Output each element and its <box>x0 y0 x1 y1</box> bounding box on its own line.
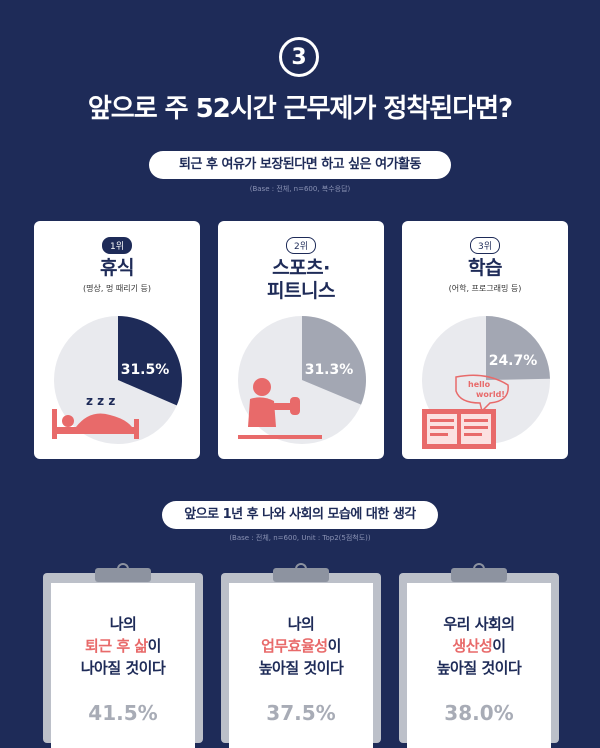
pie-slice-rest <box>118 316 183 406</box>
percent-value: 37.5% <box>266 701 336 725</box>
statement-particle: 이 <box>327 637 342 655</box>
pie-label-study: 24.7% <box>489 353 538 369</box>
zzz-text: z z z <box>86 394 115 408</box>
rank-badge: 1위 <box>101 237 133 254</box>
pie-slice-sports <box>302 316 367 405</box>
activity-subtitle: (어학, 프로그래밍 등) <box>448 284 522 293</box>
section2-base-note: (Base : 전체, n=600, Unit : Top2(5점척도)) <box>229 534 371 542</box>
statement-line3: 나아질 것이다 <box>80 659 166 677</box>
statement: 나의 퇴근 후 삶이 나아질 것이다 <box>51 613 195 679</box>
activity-name: 스포츠· 피트니스 <box>218 257 384 303</box>
statement-highlight: 업무효율성 <box>261 637 328 655</box>
section2-heading: 앞으로 1년 후 나와 사회의 모습에 대한 생각 <box>162 501 438 529</box>
statement-line3: 높아질 것이다 <box>258 659 344 677</box>
pie-slice-study <box>486 316 550 380</box>
activity-name-line1: 스포츠· <box>272 257 330 279</box>
clipboard-clip-icon <box>273 563 329 582</box>
activity-name: 학습 <box>468 257 502 279</box>
dumbbell-workout-icon <box>238 378 322 439</box>
pie-label-rest: 31.5% <box>121 362 170 378</box>
percent-value: 38.0% <box>444 701 514 725</box>
clipboard-card-afterwork: 나의 퇴근 후 삶이 나아질 것이다 41.5% <box>43 563 203 748</box>
bubble-text-world: world! <box>476 390 505 399</box>
statement: 나의 업무효율성이 높아질 것이다 <box>229 613 373 679</box>
clipboard-clip-icon <box>451 563 507 582</box>
clipboard-paper: 나의 업무효율성이 높아질 것이다 37.5% <box>229 583 373 748</box>
book-hello-world-icon: hello world! <box>422 374 509 449</box>
activity-subtitle: (명상, 멍 때리기 등) <box>83 284 151 293</box>
statement: 우리 사회의 생산성이 높아질 것이다 <box>407 613 551 679</box>
bed-sleep-icon: z z z <box>52 394 139 439</box>
statement-particle: 이 <box>492 637 506 655</box>
clipboard-card-productivity: 우리 사회의 생산성이 높아질 것이다 38.0% <box>399 563 559 748</box>
statement-line1: 나의 <box>109 615 137 633</box>
leisure-card-rest: 1위 휴식 (명상, 멍 때리기 등) 31.5% z z z <box>34 221 200 459</box>
clipboard-clip-icon <box>95 563 151 582</box>
section-number-badge: 3 <box>279 37 319 77</box>
clipboard-paper: 나의 퇴근 후 삶이 나아질 것이다 41.5% <box>51 583 195 748</box>
statement-line3: 높아질 것이다 <box>436 659 522 677</box>
statement-line2: 업무효율성이 <box>229 635 373 657</box>
pie-chart-rest: 31.5% <box>54 316 183 444</box>
section1-base-note: (Base : 전체, n=600, 복수응답) <box>249 185 351 193</box>
section-number: 3 <box>291 44 307 70</box>
statement-line1: 우리 사회의 <box>443 615 515 633</box>
statement-line2: 생산성이 <box>407 635 551 657</box>
statement-line1: 나의 <box>287 615 315 633</box>
bubble-text-hello: hello <box>468 380 491 389</box>
percent-value: 41.5% <box>88 701 158 725</box>
activity-name-line2: 피트니스 <box>267 280 335 302</box>
clipboard-card-efficiency: 나의 업무효율성이 높아질 것이다 37.5% <box>221 563 381 748</box>
statement-highlight: 생산성 <box>452 637 493 655</box>
leisure-card-study: 3위 학습 (어학, 프로그래밍 등) 24.7% hello world! <box>402 221 568 459</box>
page-title: 앞으로 주 52시간 근무제가 정착된다면? <box>87 94 513 124</box>
statement-line2: 퇴근 후 삶이 <box>51 635 195 657</box>
rank-badge: 2위 <box>285 237 317 254</box>
leisure-card-sports: 2위 스포츠· 피트니스 31.3% <box>218 221 384 459</box>
pie-label-sports: 31.3% <box>305 362 354 378</box>
clipboard-paper: 우리 사회의 생산성이 높아질 것이다 38.0% <box>407 583 551 748</box>
activity-name: 휴식 <box>100 257 134 279</box>
statement-highlight: 퇴근 후 삶 <box>85 637 148 655</box>
rank-badge: 3위 <box>469 237 501 254</box>
statement-particle: 이 <box>147 637 162 655</box>
section1-heading: 퇴근 후 여유가 보장된다면 하고 싶은 여가활동 <box>149 151 451 179</box>
